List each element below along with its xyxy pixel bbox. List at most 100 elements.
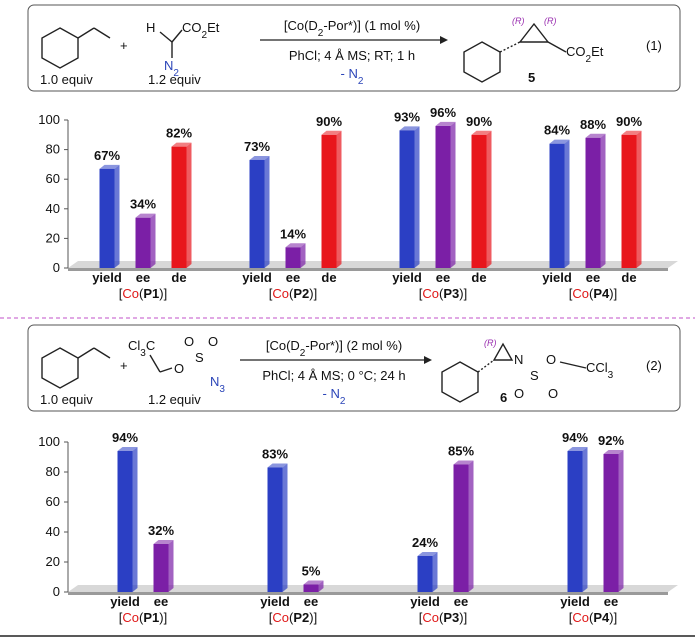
bar xyxy=(567,451,583,592)
bond xyxy=(559,361,587,369)
bar xyxy=(99,168,115,268)
aziridine xyxy=(441,342,514,403)
plus: + xyxy=(120,358,128,373)
bar-side xyxy=(150,213,156,268)
stereo-label: (R) xyxy=(544,16,557,26)
conditions: PhCl; 4 Å MS; 0 °C; 24 h xyxy=(262,368,405,383)
bar-top xyxy=(267,463,288,468)
x-category-label: [Co(P4)] xyxy=(569,610,617,625)
series-label: ee xyxy=(454,594,468,609)
bar-side xyxy=(168,540,174,592)
x-category-label: [Co(P4)] xyxy=(569,286,617,301)
atom: Cl3C xyxy=(128,338,155,359)
y-tick-label: 20 xyxy=(46,554,60,569)
bar-side xyxy=(114,164,120,268)
bar-top xyxy=(249,155,270,160)
y-tick-label: 20 xyxy=(46,230,60,245)
atom: CCl3 xyxy=(586,360,614,381)
reagent-equiv: 1.0 equiv xyxy=(40,72,93,87)
bar xyxy=(171,146,187,268)
y-tick-label: 60 xyxy=(46,171,60,186)
value-label: 96% xyxy=(430,105,456,120)
bar-side xyxy=(186,142,192,268)
atom: CO2Et xyxy=(566,44,604,65)
bar xyxy=(117,451,133,592)
bar-top xyxy=(417,552,438,556)
compound-number: 5 xyxy=(528,70,535,85)
y-tick-label: 60 xyxy=(46,494,60,509)
bar-top xyxy=(99,164,120,169)
bar-side xyxy=(582,447,588,592)
conditions: PhCl; 4 Å MS; RT; 1 h xyxy=(289,48,415,63)
atom: O xyxy=(208,334,218,349)
byproduct: - N2 xyxy=(341,66,364,87)
styrene xyxy=(41,347,111,389)
value-label: 67% xyxy=(94,148,120,163)
value-label: 24% xyxy=(412,535,438,550)
bar-top xyxy=(453,460,474,465)
series-label: yield xyxy=(92,270,122,285)
bar-top xyxy=(153,540,174,544)
x-category-label: [Co(P3)] xyxy=(419,286,467,301)
bar-side xyxy=(600,133,606,268)
bar-top xyxy=(603,450,624,454)
bar xyxy=(621,134,637,268)
bar xyxy=(549,143,565,268)
value-label: 92% xyxy=(598,433,624,448)
bar xyxy=(453,464,469,592)
x-category-label: [Co(P2)] xyxy=(269,610,317,625)
bar-side xyxy=(486,130,492,268)
catalyst: [Co(D2-Por*)] (2 mol %) xyxy=(266,338,402,359)
x-category-label: [Co(P1)] xyxy=(119,286,167,301)
atom: O xyxy=(546,352,556,367)
bar-side xyxy=(468,460,474,592)
bar-top xyxy=(303,580,324,585)
series-label: de xyxy=(321,270,336,285)
bar-top xyxy=(435,121,456,126)
floor xyxy=(68,261,678,268)
bar-side xyxy=(264,155,270,268)
bar-top xyxy=(585,133,606,138)
value-label: 90% xyxy=(466,114,492,129)
bar-top xyxy=(399,126,420,131)
y-tick-label: 0 xyxy=(53,584,60,599)
bond xyxy=(159,31,173,43)
bar xyxy=(399,130,415,268)
series-label: yield xyxy=(560,594,590,609)
series-label: ee xyxy=(586,270,600,285)
stereo-label: (R) xyxy=(512,16,525,26)
atom: CO2Et xyxy=(182,20,220,41)
atom: H xyxy=(146,20,155,35)
value-label: 88% xyxy=(580,117,606,132)
value-label: 84% xyxy=(544,123,570,138)
atom: N2 xyxy=(164,58,179,79)
styrene xyxy=(41,27,111,69)
bar xyxy=(435,125,451,268)
y-tick-label: 40 xyxy=(46,201,60,216)
bar-side xyxy=(336,130,342,268)
series-label: ee xyxy=(436,270,450,285)
floor-edge xyxy=(68,592,668,595)
value-label: 14% xyxy=(280,226,306,241)
catalyst: [Co(D2-Por*)] (1 mol %) xyxy=(284,18,420,39)
series-label: ee xyxy=(304,594,318,609)
value-label: 5% xyxy=(302,564,321,579)
arrow-head xyxy=(440,36,448,44)
bar-top xyxy=(471,130,492,135)
equation-number: (1) xyxy=(646,38,662,53)
bar-side xyxy=(432,552,438,592)
equation-number: (2) xyxy=(646,358,662,373)
atom: N xyxy=(514,352,523,367)
atom: S xyxy=(530,368,539,383)
reagent-equiv: 1.0 equiv xyxy=(40,392,93,407)
bar-top xyxy=(135,213,156,218)
y-tick-label: 0 xyxy=(53,260,60,275)
atom: O xyxy=(514,386,524,401)
cyclopropane xyxy=(463,22,567,83)
bar xyxy=(471,134,487,268)
y-tick-label: 100 xyxy=(38,434,60,449)
value-label: 85% xyxy=(448,444,474,459)
bar-top xyxy=(171,142,192,147)
value-label: 73% xyxy=(244,139,270,154)
